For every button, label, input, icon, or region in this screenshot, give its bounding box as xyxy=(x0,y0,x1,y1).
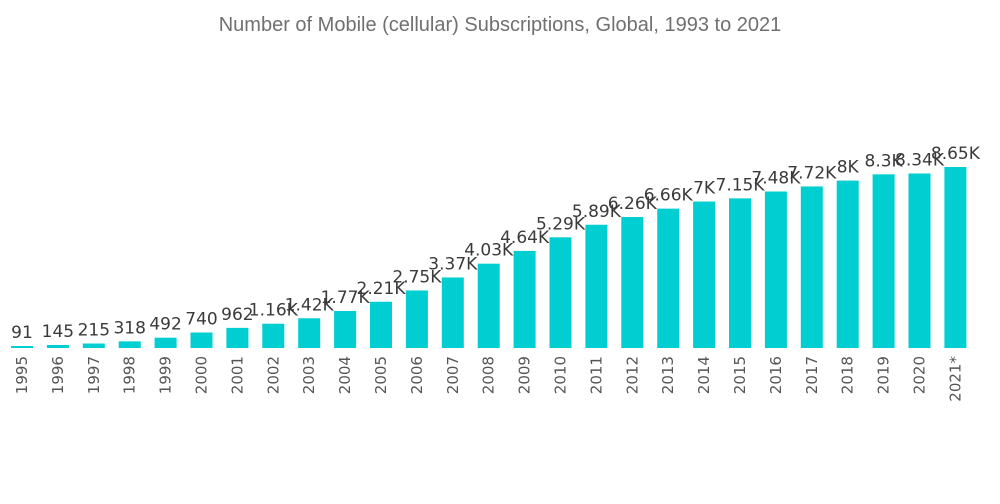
x-tick-label: 1999 xyxy=(157,356,175,394)
bar-1999 xyxy=(154,337,177,348)
data-label: 7K xyxy=(693,179,716,199)
bar-2009 xyxy=(513,250,536,348)
bar-2011 xyxy=(585,224,608,348)
bar-2016 xyxy=(764,191,787,348)
x-tick-label: 2013 xyxy=(659,356,677,394)
bar-1996 xyxy=(46,344,69,348)
x-tick-label: 2015 xyxy=(731,356,749,394)
x-tick-label: 2020 xyxy=(911,356,929,394)
bar-2000 xyxy=(190,332,213,348)
bar-2007 xyxy=(441,277,464,348)
data-label: 215 xyxy=(78,321,110,341)
x-tick-label: 2004 xyxy=(336,356,354,394)
x-tick-label: 1998 xyxy=(121,356,139,394)
bar-1998 xyxy=(118,341,141,348)
data-label: 145 xyxy=(42,322,74,342)
bar-2002 xyxy=(262,323,285,348)
x-tick-label: 2011 xyxy=(587,356,605,394)
bar-2012 xyxy=(621,217,644,348)
bar-2015 xyxy=(729,198,751,348)
bar-2008 xyxy=(477,263,500,348)
x-tick-label: 2006 xyxy=(408,356,426,394)
x-tick-label: 2012 xyxy=(623,356,641,394)
data-label: 6.66K xyxy=(644,186,694,206)
data-label: 1.77K xyxy=(321,288,371,308)
x-tick-label: 2002 xyxy=(264,356,282,394)
data-label: 2.21K xyxy=(357,279,407,299)
x-tick-label: 2016 xyxy=(767,356,785,394)
bar-2021 xyxy=(944,167,967,348)
x-tick-label: 1995 xyxy=(13,356,31,394)
x-tick-label: 2003 xyxy=(300,356,318,394)
data-label: 3.37K xyxy=(428,254,478,274)
bar-2004 xyxy=(334,310,357,348)
x-tick-label: 2008 xyxy=(480,356,498,394)
bar-1995 xyxy=(11,346,33,348)
data-label: 318 xyxy=(113,318,145,338)
data-label: 6.26K xyxy=(608,194,658,214)
x-tick-label: 2018 xyxy=(839,356,857,394)
data-label: 2.75K xyxy=(392,267,442,287)
bar-2017 xyxy=(800,186,823,348)
bar-2005 xyxy=(370,301,392,348)
data-label: 8.65K xyxy=(931,144,981,164)
x-tick-label: 2007 xyxy=(444,356,462,394)
chart-title: Number of Mobile (cellular) Subscription… xyxy=(218,14,782,36)
bar-2020 xyxy=(908,173,931,348)
x-tick-label: 1997 xyxy=(85,356,103,394)
data-label: 91 xyxy=(11,323,33,343)
x-tick-label: 2010 xyxy=(552,356,570,394)
bar-2006 xyxy=(405,290,428,348)
data-label: 4.03K xyxy=(464,241,514,261)
x-tick-label: 2021* xyxy=(946,356,964,402)
x-tick-label: 2019 xyxy=(875,356,893,394)
data-label: 7.72K xyxy=(787,163,837,183)
x-tick-label: 2017 xyxy=(803,356,821,394)
bar-2013 xyxy=(657,208,680,348)
data-label: 4.64K xyxy=(500,228,550,248)
data-label: 8K xyxy=(837,158,860,178)
bar-2001 xyxy=(226,327,249,348)
bar-2003 xyxy=(298,318,321,348)
x-tick-label: 2014 xyxy=(695,356,713,394)
bar-2010 xyxy=(549,237,572,348)
bar-1997 xyxy=(82,343,105,348)
bar-2018 xyxy=(836,180,859,348)
data-label: 1.42K xyxy=(285,295,335,315)
data-label: 5.29K xyxy=(536,214,586,234)
data-label: 5.89K xyxy=(572,202,622,222)
data-label: 8.3K xyxy=(865,151,904,171)
x-tick-label: 2009 xyxy=(516,356,534,394)
data-label: 7.48K xyxy=(751,168,801,188)
bar-2014 xyxy=(693,201,716,348)
data-label: 962 xyxy=(221,305,253,325)
x-tick-label: 2000 xyxy=(193,356,211,394)
x-tick-label: 1996 xyxy=(49,356,67,394)
data-label: 1.16K xyxy=(249,301,299,321)
data-label: 492 xyxy=(149,315,181,335)
data-label: 740 xyxy=(185,310,217,330)
data-label: 8.34K xyxy=(895,150,945,170)
x-tick-label: 2001 xyxy=(228,356,246,394)
x-tick-label: 2005 xyxy=(372,356,390,394)
data-label: 7.15K xyxy=(716,175,766,195)
bar-2019 xyxy=(872,174,895,348)
